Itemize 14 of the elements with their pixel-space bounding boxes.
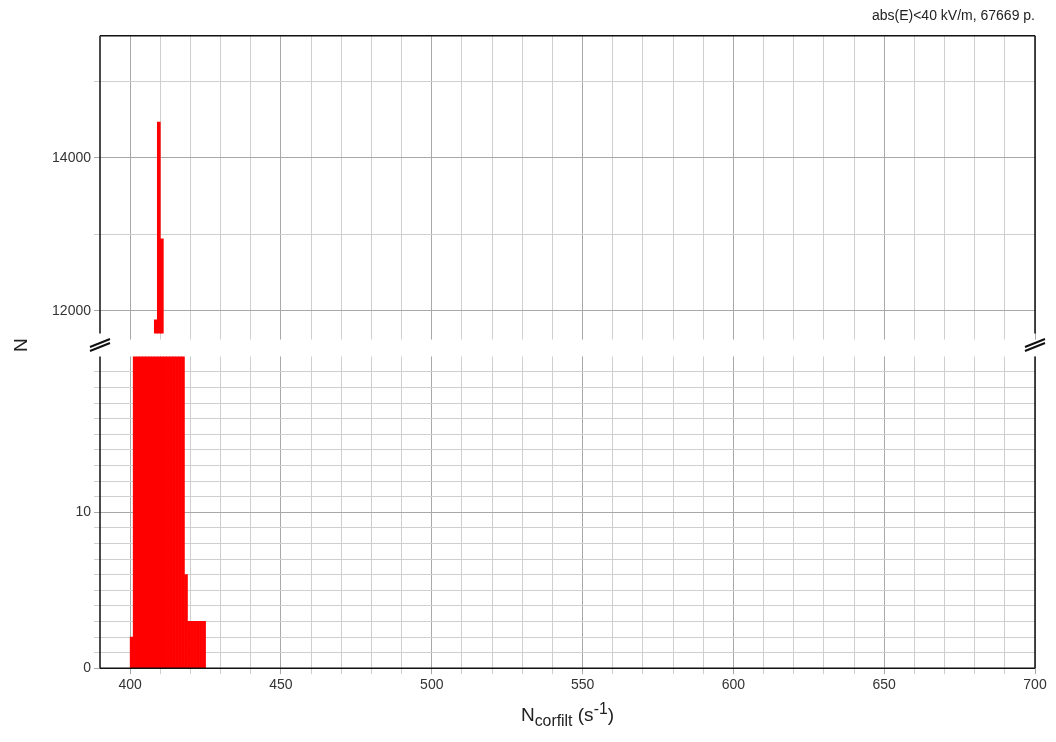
x-tick-label: 550 <box>570 676 595 693</box>
x-tick-label: 400 <box>118 676 143 693</box>
x-tick-label: 500 <box>420 676 444 693</box>
x-tick-label: 650 <box>872 676 897 693</box>
chart-title: abs(E)<40 kV/m, 67669 p. <box>871 7 1035 24</box>
x-tick-label: 700 <box>1023 676 1047 693</box>
x-tick-label: 450 <box>269 676 293 693</box>
y-tick-label: 12000 <box>52 301 92 318</box>
x-axis-title: N$_{corfilt}$ (s$^{-1}$) <box>519 700 616 731</box>
y-tick-label: 0 <box>83 659 92 676</box>
y-axis-title: N <box>10 337 32 354</box>
y-tick-label: 14000 <box>52 148 92 165</box>
y-tick-label: 10 <box>75 503 92 520</box>
x-tick-label: 600 <box>721 676 746 693</box>
